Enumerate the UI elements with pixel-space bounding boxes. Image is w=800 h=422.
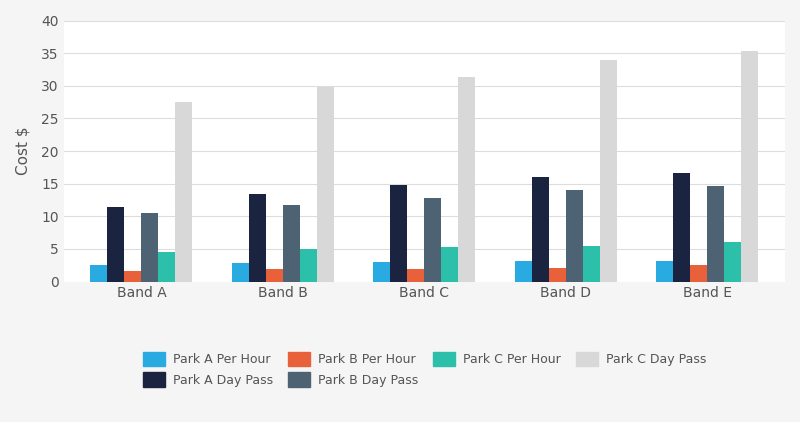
Bar [90, 265, 107, 281]
Bar [407, 268, 424, 281]
Bar [283, 205, 300, 281]
Bar [317, 87, 334, 281]
Bar [424, 198, 442, 281]
Bar [300, 249, 317, 281]
Bar [600, 60, 617, 281]
Bar [175, 102, 192, 281]
Bar [674, 173, 690, 281]
Bar [707, 187, 724, 281]
Y-axis label: Cost $: Cost $ [15, 127, 30, 176]
Bar [549, 268, 566, 281]
Bar [458, 77, 475, 281]
Bar [125, 271, 142, 281]
Bar [249, 194, 266, 281]
Legend: Park A Per Hour, Park A Day Pass, Park B Per Hour, Park B Day Pass, Park C Per H: Park A Per Hour, Park A Day Pass, Park B… [136, 345, 712, 393]
Bar [158, 252, 175, 281]
Bar [374, 262, 390, 281]
Bar [390, 185, 407, 281]
Bar [566, 190, 582, 281]
Bar [656, 261, 674, 281]
Bar [107, 206, 125, 281]
Bar [442, 247, 458, 281]
Bar [690, 265, 707, 281]
Bar [515, 261, 532, 281]
Bar [582, 246, 600, 281]
Bar [142, 213, 158, 281]
Bar [724, 242, 741, 281]
Bar [532, 177, 549, 281]
Bar [232, 263, 249, 281]
Bar [266, 269, 283, 281]
Bar [741, 51, 758, 281]
